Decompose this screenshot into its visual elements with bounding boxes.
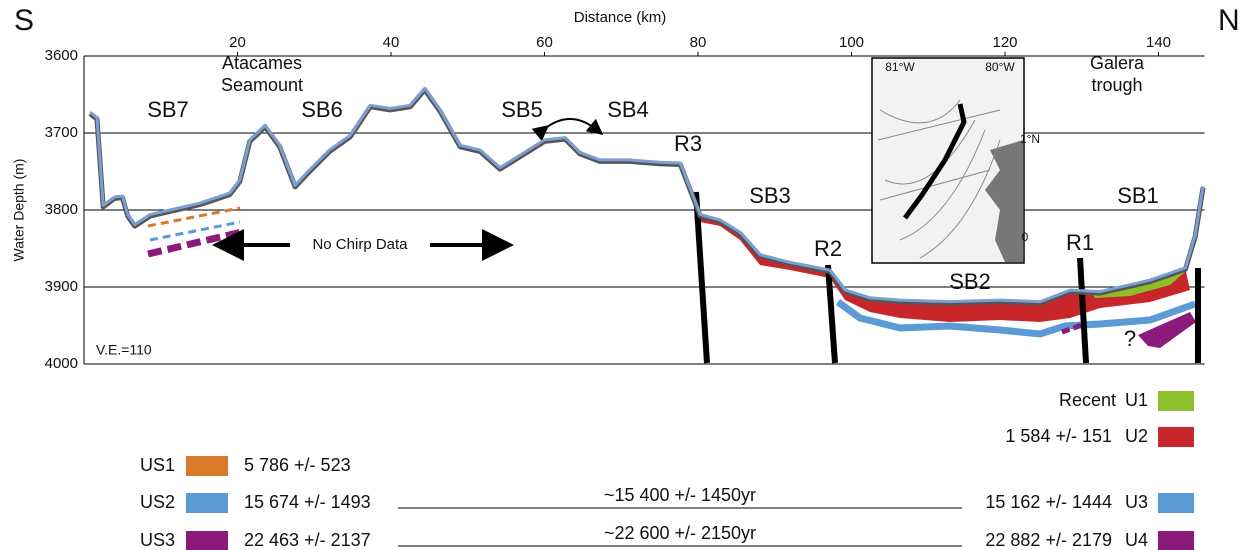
x-tick-label: 120: [992, 34, 1017, 51]
unit-layers: [147, 206, 1197, 348]
x-tick-label: 100: [839, 34, 864, 51]
legend-label: U4: [1125, 530, 1148, 550]
layer-u4: [1138, 312, 1196, 348]
y-axis-title: Water Depth (m): [11, 159, 27, 262]
legend-label: US3: [140, 530, 175, 550]
legend-age: Recent: [1059, 390, 1116, 410]
y-tick-label: 4000: [45, 355, 78, 372]
y-tick-label: 3800: [45, 201, 78, 218]
legend-swatch: [186, 531, 228, 550]
annotation: V.E.=110: [96, 342, 152, 358]
annotation: trough: [1091, 75, 1142, 95]
legend-age: 1 584 +/- 151: [1005, 426, 1112, 446]
annotation: R1: [1066, 230, 1094, 255]
legend-swatch: [1158, 427, 1194, 447]
annotation: SB2: [949, 269, 991, 294]
annotation: Atacames: [222, 53, 302, 73]
annotation: SB5: [501, 97, 543, 122]
annotation: Seamount: [221, 75, 303, 95]
legend-swatch: [1158, 531, 1194, 550]
annotation: SB7: [147, 97, 189, 122]
legend-label: US2: [140, 492, 175, 512]
x-tick-label: 60: [536, 34, 553, 51]
legend-swatch: [1158, 493, 1194, 513]
x-tick-label: 80: [690, 34, 707, 51]
end-label: S: [14, 4, 34, 37]
map-label: 80°W: [985, 60, 1015, 74]
faults: [693, 191, 1201, 364]
layer-us1: [147, 206, 241, 228]
legend-age: 22 882 +/- 2179: [985, 530, 1112, 550]
y-tick-label: 3600: [45, 47, 78, 64]
fault: [825, 264, 838, 364]
x-tick-label: 20: [229, 34, 246, 51]
line: [89, 86, 1205, 304]
legend-age: 15 162 +/- 1444: [985, 492, 1112, 512]
layer-us2: [149, 220, 241, 242]
fault: [693, 191, 710, 364]
map-label: 0: [1022, 230, 1029, 244]
legend-age: 5 786 +/- 523: [244, 455, 351, 475]
layer-u4-left: [1061, 322, 1083, 335]
legend-swatch: [186, 493, 228, 513]
annotation: SB6: [301, 97, 343, 122]
annotation: No Chirp Data: [312, 236, 408, 253]
y-tick-label: 3900: [45, 278, 78, 295]
legend-swatch: [186, 456, 228, 476]
annotation: SB1: [1117, 183, 1159, 208]
end-label: N: [1218, 4, 1240, 37]
map-label: 1°N: [1020, 132, 1040, 146]
x-tick-label: 40: [383, 34, 400, 51]
map-label: 81°W: [885, 60, 915, 74]
annotation: ?: [1124, 326, 1136, 351]
x-axis-title: Distance (km): [574, 9, 667, 26]
y-tick-label: 3700: [45, 124, 78, 141]
correlation-label: ~15 400 +/- 1450yr: [604, 485, 756, 505]
arrow: [531, 118, 604, 142]
annotation: SB3: [749, 183, 791, 208]
annotation: SB4: [607, 97, 649, 122]
legend-swatch: [1158, 391, 1194, 411]
legend-label: U2: [1125, 426, 1148, 446]
map-contours: [877, 99, 1001, 259]
correlation-label: ~22 600 +/- 2150yr: [604, 523, 756, 543]
legend-label: U3: [1125, 492, 1148, 512]
layer-u3: [835, 299, 1197, 338]
annotation: R3: [674, 131, 702, 156]
legend-label: US1: [140, 455, 175, 475]
annotation: R2: [814, 236, 842, 261]
annotation: Galera: [1090, 53, 1145, 73]
map-coast: [985, 140, 1023, 262]
map-track: [902, 103, 967, 220]
inset-map: 81°W 80°W 1°N 0: [871, 57, 1040, 264]
layer-us3: [147, 228, 243, 258]
x-tick-label: 140: [1146, 34, 1171, 51]
legend-age: 15 674 +/- 1493: [244, 492, 371, 512]
legend-label: U1: [1125, 390, 1148, 410]
legend: US1 5 786 +/- 523 US2 15 674 +/- 1493 US3 22 …: [140, 390, 1194, 550]
fault: [1077, 257, 1089, 364]
legend-age: 22 463 +/- 2137: [244, 530, 371, 550]
